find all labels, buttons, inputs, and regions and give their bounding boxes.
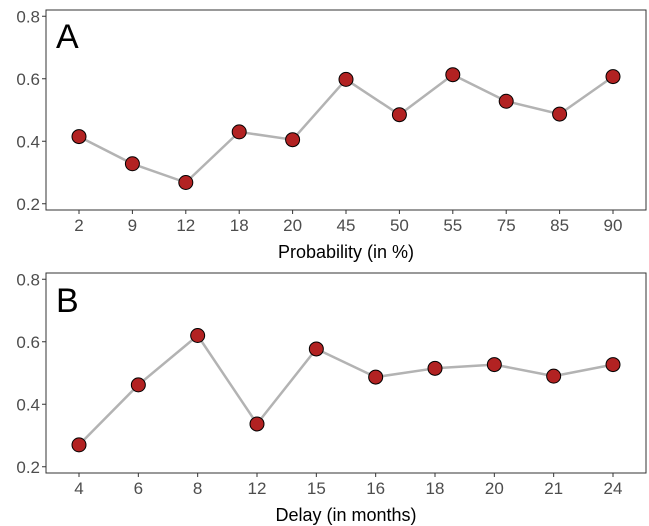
x-tick-label: 20 — [485, 479, 504, 498]
series-b — [71, 328, 621, 453]
data-point — [178, 175, 194, 190]
x-axis-title-b: Delay (in months) — [275, 505, 416, 525]
x-tick-label: 75 — [497, 216, 516, 235]
data-point — [552, 106, 568, 122]
x-tick-label: 8 — [193, 479, 202, 498]
x-tick-label: 85 — [550, 216, 569, 235]
x-tick-label: 12 — [176, 216, 195, 235]
series-line — [78, 334, 614, 446]
data-point — [391, 107, 407, 123]
x-tick-label: 55 — [443, 216, 462, 235]
x-tick-label: 90 — [604, 216, 623, 235]
x-tick-label: 16 — [366, 479, 385, 498]
data-point — [308, 341, 324, 357]
data-point — [486, 357, 502, 373]
y-ticks-b: 0.2 0.4 0.6 0.8 — [16, 270, 46, 477]
y-tick-label: 0.4 — [16, 132, 40, 151]
y-ticks-a: 0.2 0.4 0.6 0.8 — [16, 7, 46, 214]
x-tick-label: 6 — [134, 479, 143, 498]
panel-label-b: B — [56, 282, 79, 320]
y-tick-label: 0.6 — [16, 70, 40, 89]
x-tick-label: 20 — [283, 216, 302, 235]
data-point — [368, 369, 384, 385]
x-tick-label: 24 — [604, 479, 623, 498]
data-point — [130, 377, 146, 393]
data-point — [71, 437, 87, 453]
plot-frame-b — [45, 272, 647, 474]
x-tick-label: 15 — [307, 479, 326, 498]
x-tick-label: 18 — [426, 479, 445, 498]
data-point — [124, 156, 140, 172]
x-ticks-a: 2 9 12 18 20 45 50 55 75 85 90 — [74, 210, 622, 235]
panel-label-a: A — [56, 18, 79, 56]
panel-b: B Delay (in months) 0.2 0.4 0.6 0.8 4 6 8 12 15… — [16, 270, 647, 525]
data-point — [498, 93, 514, 109]
data-point — [285, 132, 301, 148]
x-ticks-b: 4 6 8 12 15 16 18 20 21 24 — [74, 473, 622, 498]
series-line — [78, 73, 614, 184]
data-point — [427, 360, 443, 376]
data-point — [605, 69, 621, 85]
y-tick-label: 0.4 — [16, 395, 40, 414]
data-point — [546, 368, 562, 384]
x-tick-label: 18 — [230, 216, 249, 235]
data-point — [190, 328, 206, 343]
data-point — [605, 357, 621, 373]
data-point — [231, 124, 247, 140]
y-tick-label: 0.2 — [16, 458, 40, 477]
data-point — [338, 71, 354, 87]
data-point — [249, 416, 265, 432]
x-tick-label: 2 — [74, 216, 83, 235]
y-tick-label: 0.6 — [16, 333, 40, 352]
x-tick-label: 4 — [74, 479, 83, 498]
x-tick-label: 50 — [390, 216, 409, 235]
y-tick-label: 0.8 — [16, 270, 40, 289]
data-point — [71, 129, 87, 145]
y-tick-label: 0.8 — [16, 7, 40, 26]
y-tick-label: 0.2 — [16, 195, 40, 214]
x-tick-label: 45 — [337, 216, 356, 235]
x-axis-title-a: Probability (in %) — [278, 242, 414, 262]
x-tick-label: 9 — [128, 216, 137, 235]
x-tick-label: 21 — [544, 479, 563, 498]
panel-a: A Probability (in %) 0.2 0.4 0.6 0.8 2 9 12 18… — [16, 7, 647, 262]
x-tick-label: 12 — [248, 479, 267, 498]
series-a — [71, 67, 621, 190]
data-point — [445, 67, 461, 83]
